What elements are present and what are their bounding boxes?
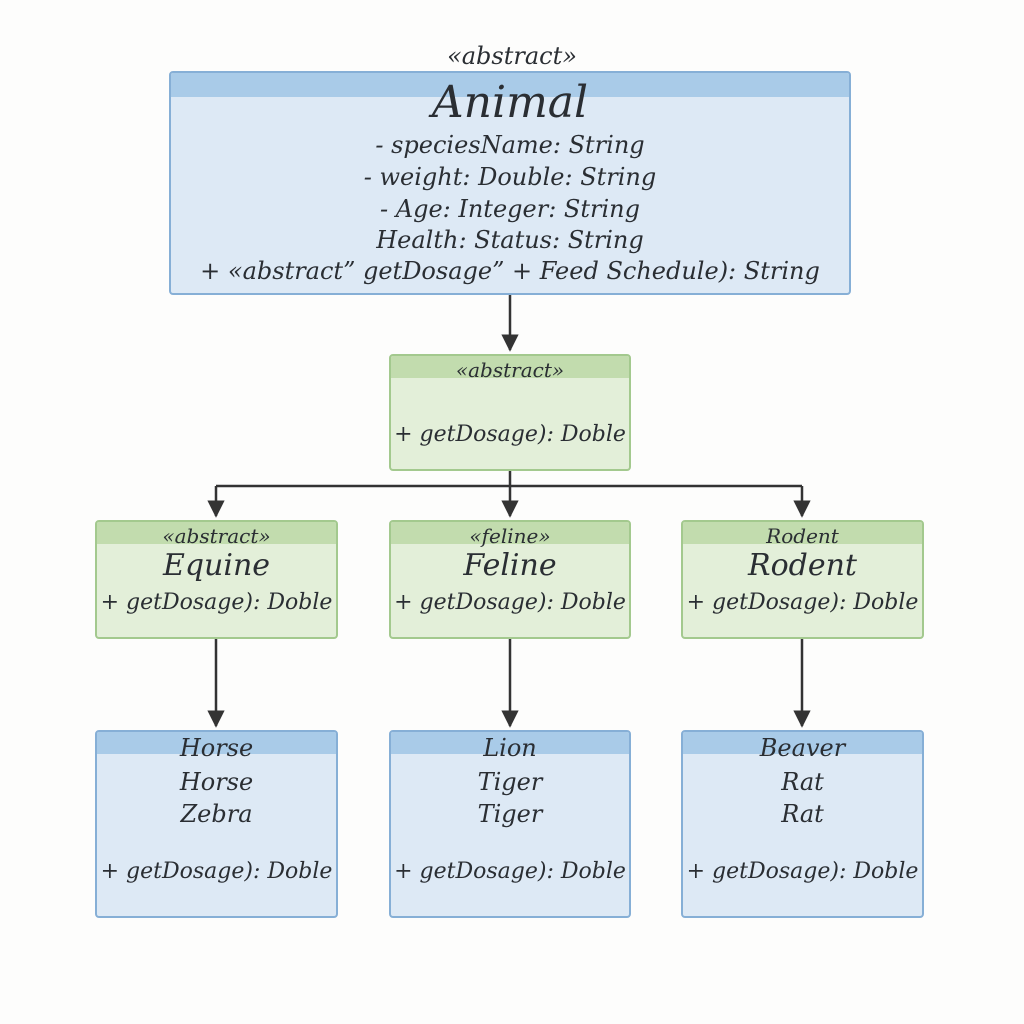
class-header-band — [391, 522, 629, 544]
class-stereotype: «abstract» — [455, 358, 565, 382]
subclass-tiger: Tiger — [477, 800, 543, 828]
class-animal[interactable]: Animal - speciesName: String - weight: D… — [169, 71, 851, 295]
class-name-beaver: Beaver — [759, 734, 846, 762]
animal-stereotype: «abstract» — [447, 42, 577, 70]
method-get-dosage: + getDosage): Doble — [394, 859, 626, 884]
class-name-horse: Horse — [179, 734, 254, 762]
method-get-dosage: + getDosage): Doble — [686, 859, 919, 884]
attribute-weight: - weight: Double: String — [363, 163, 657, 191]
subclass-tiger: Tiger — [477, 768, 543, 796]
class-header-band — [97, 522, 336, 544]
class-stereotype: «feline» — [469, 524, 551, 548]
class-header-band — [97, 732, 336, 754]
class-abstract-intermediate[interactable]: «abstract» + getDosage): Doble — [389, 354, 631, 471]
class-feline[interactable]: «feline» Feline + getDosage): Doble — [389, 520, 631, 639]
class-lion[interactable]: Lion Tiger Tiger + getDosage): Doble — [389, 730, 631, 918]
attribute-age: - Age: Integer: String — [380, 195, 640, 223]
class-horse[interactable]: Horse Horse Zebra + getDosage): Doble — [95, 730, 338, 918]
class-header-band — [683, 522, 922, 544]
method-get-dosage: + getDosage): Doble — [394, 422, 626, 447]
class-name-equine: Equine — [162, 548, 271, 583]
class-beaver[interactable]: Beaver Rat Rat + getDosage): Doble — [681, 730, 924, 918]
class-name-lion: Lion — [483, 734, 537, 762]
method-get-dosage: + getDosage): Doble — [100, 590, 333, 615]
class-name-rodent: Rodent — [748, 548, 857, 583]
subclass-zebra: Zebra — [180, 800, 253, 828]
class-name-animal: Animal — [431, 77, 589, 128]
method-get-dosage: + getDosage): Doble — [394, 590, 626, 615]
class-header-band — [171, 73, 849, 97]
class-stereotype: Rodent — [766, 524, 839, 548]
method-get-dosage: + getDosage): Doble — [686, 590, 919, 615]
class-header-band — [391, 356, 629, 378]
method-get-dosage: + getDosage): Doble — [100, 859, 333, 884]
class-equine[interactable]: «abstract» Equine + getDosage): Doble — [95, 520, 338, 639]
class-name-feline: Feline — [463, 548, 557, 583]
class-header-band — [391, 732, 629, 754]
class-header-band — [683, 732, 922, 754]
method-get-dosage-feed-schedule: + «abstract” getDosage” + Feed Schedule)… — [200, 257, 820, 285]
subclass-rat: Rat — [781, 768, 824, 796]
subclass-horse: Horse — [179, 768, 254, 796]
class-rodent[interactable]: Rodent Rodent + getDosage): Doble — [681, 520, 924, 639]
attribute-health-status: Health: Status: String — [376, 226, 644, 254]
class-stereotype: «abstract» — [162, 524, 271, 548]
attribute-species-name: - speciesName: String — [375, 131, 645, 159]
subclass-rat: Rat — [781, 800, 824, 828]
